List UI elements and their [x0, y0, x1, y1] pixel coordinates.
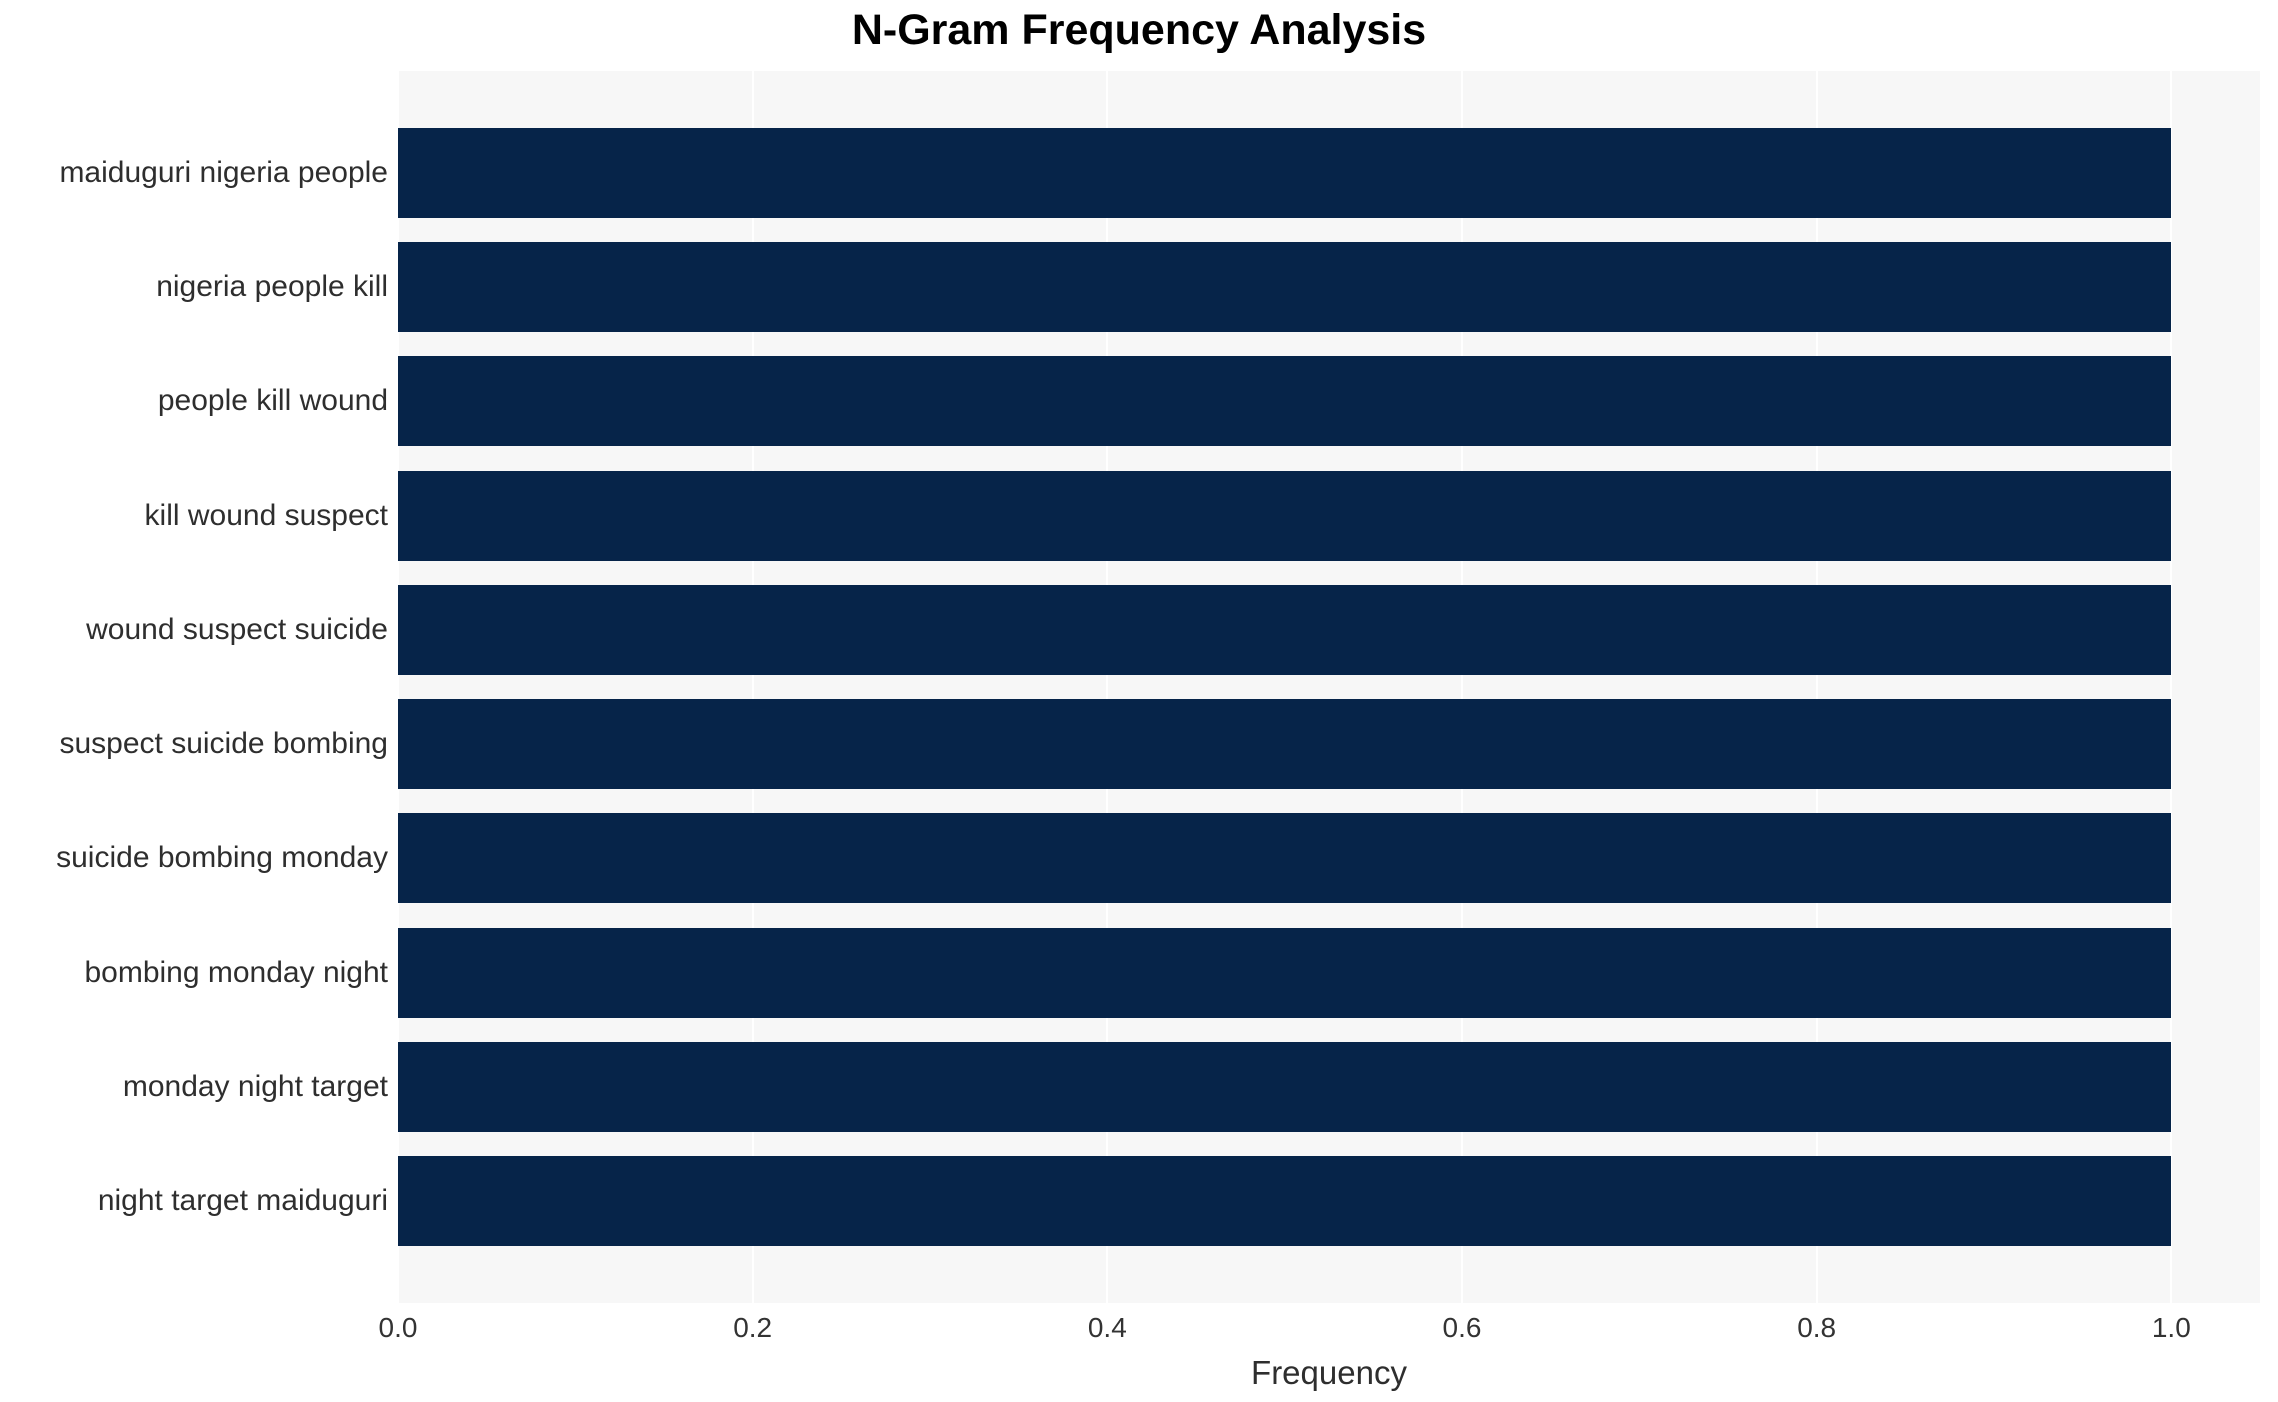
bar-row: [398, 470, 2260, 561]
x-tick-label: 0.0: [378, 1312, 418, 1343]
chart-title: N-Gram Frequency Analysis: [851, 6, 1427, 54]
gridline: [1815, 71, 1818, 1303]
gridline: [1460, 71, 1463, 1303]
category-label: night target maiduguri: [97, 1183, 388, 1217]
category-label: bombing monday night: [84, 955, 388, 989]
bar-row: [398, 242, 2260, 333]
bar: [398, 242, 2172, 333]
x-axis-ticks: 0.0 0.2 0.4 0.6 0.8 1.0: [379, 1312, 2260, 1346]
x-axis-label: Frequency: [1251, 1354, 1407, 1391]
bar: [398, 1041, 2172, 1132]
x-tick-label: 0.2: [733, 1312, 773, 1343]
category-label: suicide bombing monday: [56, 841, 388, 875]
category-label: nigeria people kill: [156, 270, 388, 304]
gridline: [1106, 71, 1109, 1303]
category-label: suspect suicide bombing: [59, 727, 388, 761]
category-label: people kill wound: [157, 384, 388, 418]
plot-area: [397, 71, 2260, 1303]
x-tick-label: 0.6: [1442, 1312, 1482, 1343]
category-label: kill wound suspect: [144, 498, 388, 532]
x-tick-label: 0.4: [1087, 1312, 1127, 1343]
bars-container: [398, 71, 2260, 1303]
category-label: maiduguri nigeria people: [59, 156, 388, 189]
bar-row: [398, 813, 2260, 904]
x-tick-label: 1.0: [2151, 1312, 2191, 1343]
x-tick-label: 0.8: [1797, 1312, 1837, 1343]
bar: [398, 128, 2172, 218]
bar: [398, 584, 2172, 675]
bar-row: [398, 1155, 2260, 1246]
bar-row: [398, 927, 2260, 1018]
bar: [398, 813, 2172, 904]
bar: [398, 470, 2172, 561]
gridline: [751, 71, 754, 1303]
bar: [398, 699, 2172, 790]
bar-row: [398, 356, 2260, 447]
y-axis-labels: maiduguri nigeria people nigeria people k…: [0, 71, 388, 1303]
category-label: monday night target: [122, 1069, 388, 1103]
gridline: [397, 71, 399, 1303]
bar-row: [398, 699, 2260, 790]
bar: [398, 1155, 2172, 1246]
category-label: wound suspect suicide: [86, 612, 388, 646]
bar: [398, 356, 2172, 447]
bar-row: [398, 1041, 2260, 1132]
bar-row: [398, 584, 2260, 675]
gridline: [2170, 71, 2173, 1303]
bar-row: [398, 128, 2260, 218]
bar: [398, 927, 2172, 1018]
